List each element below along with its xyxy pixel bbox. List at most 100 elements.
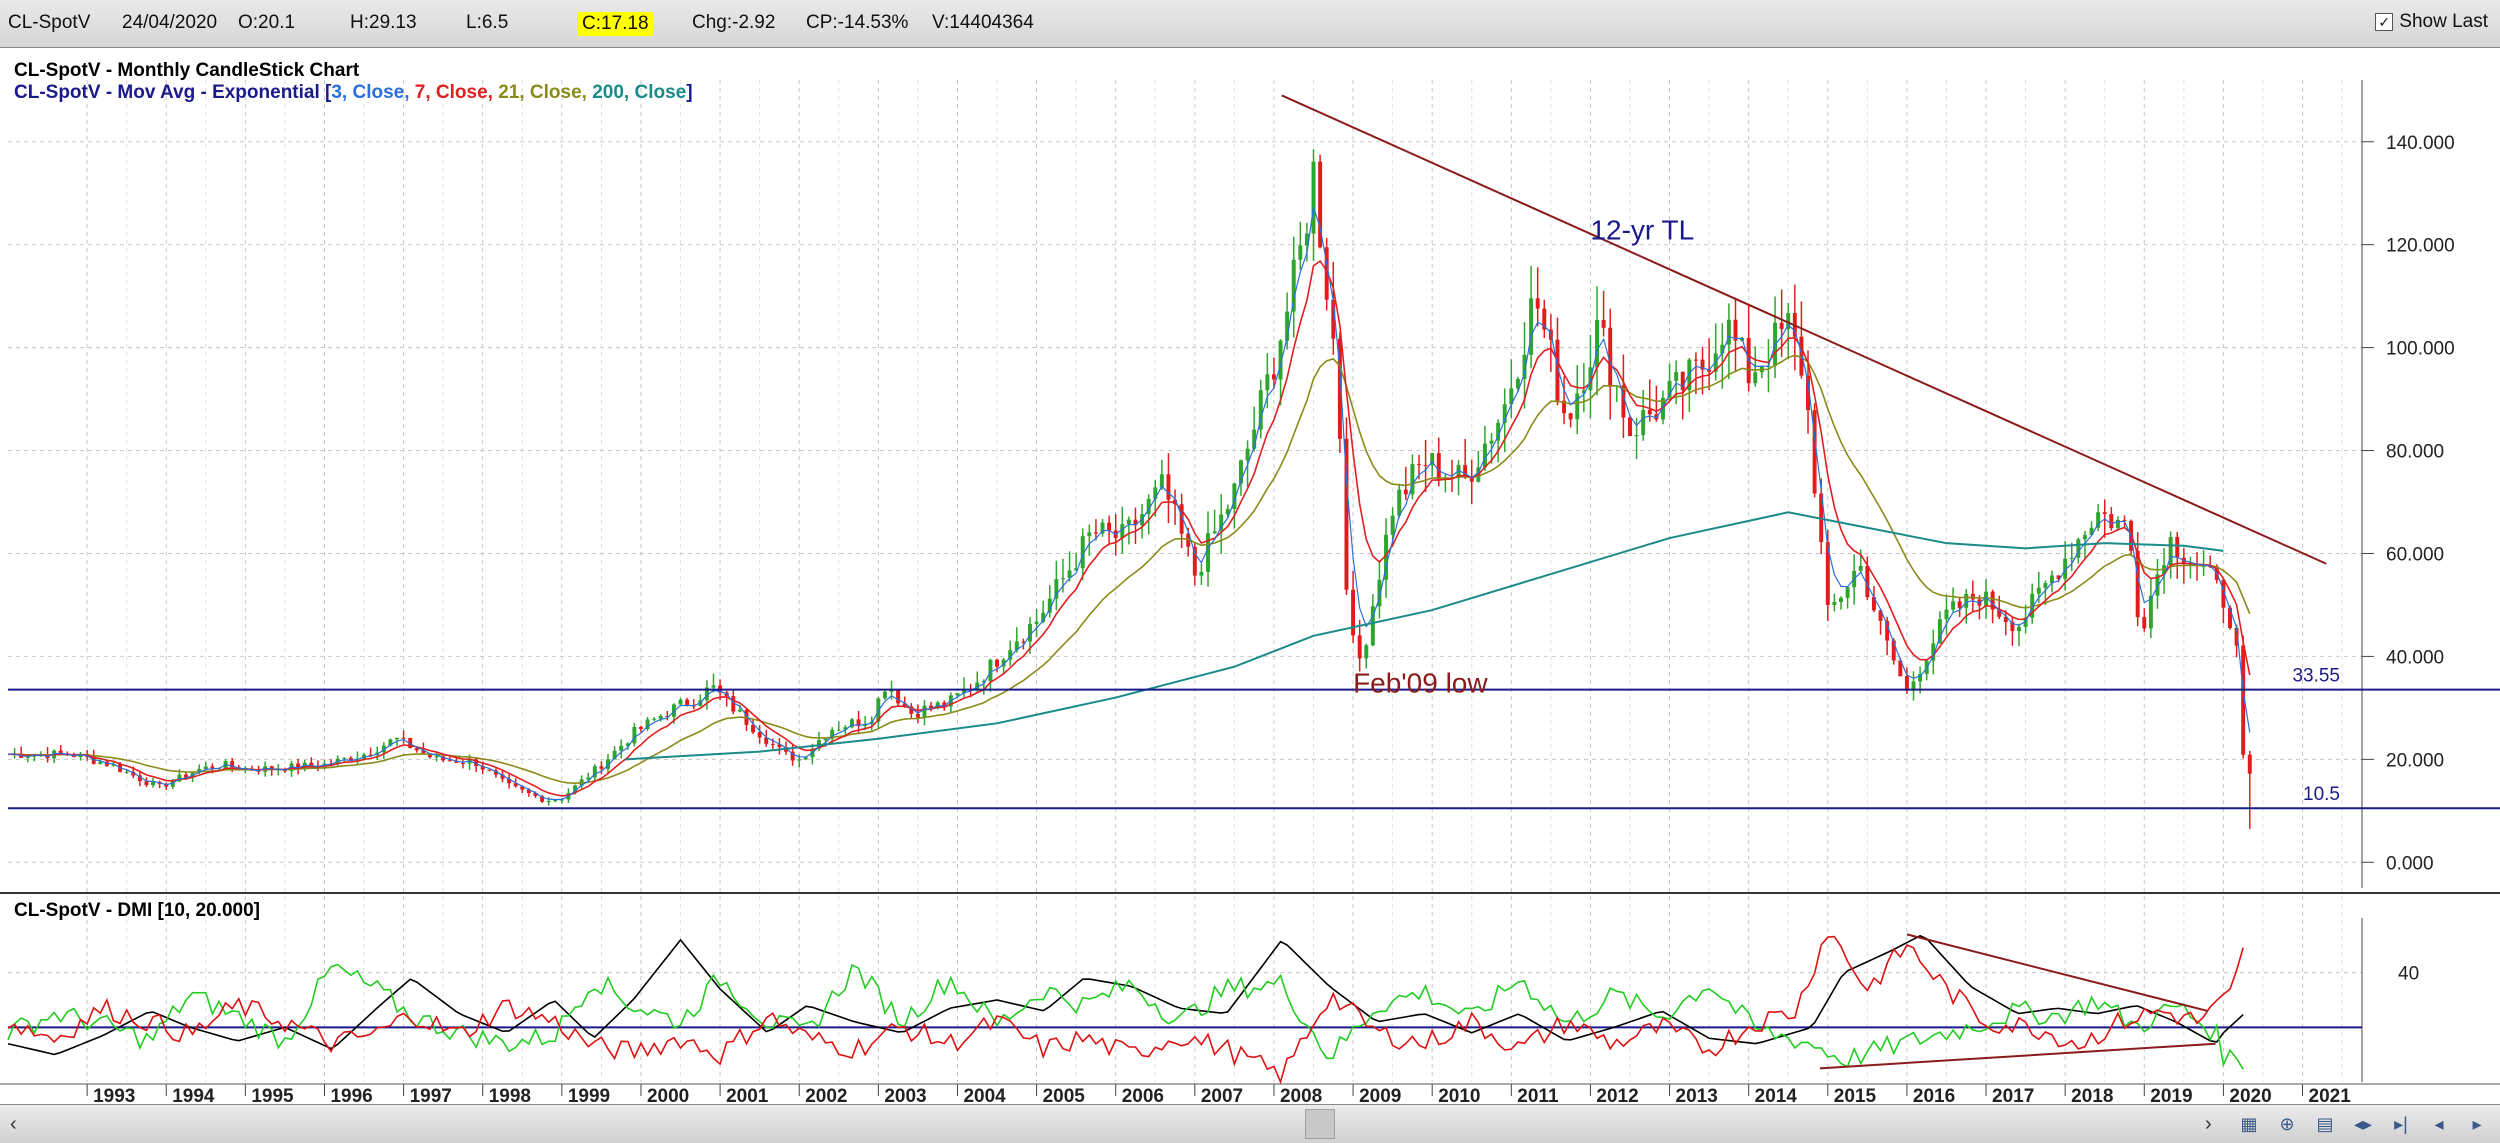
candle-body <box>480 766 485 770</box>
candle-body <box>1707 369 1712 372</box>
candle-body <box>1799 336 1804 376</box>
resistance-trendline <box>1281 94 2327 565</box>
candle-body <box>1463 465 1468 477</box>
candle-body <box>1252 429 1257 449</box>
candle-body <box>1219 514 1224 532</box>
candle-body <box>777 744 782 748</box>
candle-body <box>685 699 690 706</box>
candle-body <box>487 769 492 771</box>
candle-body <box>751 724 756 733</box>
candle-body <box>2069 557 2074 559</box>
ema-legend-suffix: ] <box>686 82 692 103</box>
candle-body <box>1575 393 1580 420</box>
candle-body <box>184 774 189 778</box>
candle-body <box>1199 571 1204 576</box>
dmi-trendline <box>1819 1042 2216 1070</box>
candle-body <box>1937 619 1942 644</box>
calendar-icon[interactable]: ▦ <box>2240 1113 2258 1134</box>
candle-body <box>1845 587 1850 598</box>
print-icon[interactable]: ▤ <box>2316 1113 2334 1134</box>
candle-body <box>1964 593 1969 608</box>
candle-body <box>1555 339 1560 401</box>
candle-body <box>652 718 657 720</box>
chart-area[interactable]: 1993 1994 1995 1996 1997 1998 1999 2000 2001 2002… <box>0 48 2500 1104</box>
candle-body <box>210 766 215 769</box>
candle-body <box>1041 612 1046 622</box>
candle-body <box>1753 372 1758 384</box>
candle-body <box>902 703 907 707</box>
y-tick-label: 100.000 <box>2386 339 2455 360</box>
candle-body <box>1990 591 1995 610</box>
candle-body <box>368 754 373 756</box>
scroll-left-arrow-icon[interactable]: ‹ <box>10 1113 17 1135</box>
candle-body <box>1021 641 1026 643</box>
candle-body <box>1535 298 1540 309</box>
x-tick-label: 2008 <box>1280 1086 1322 1104</box>
chart-svg[interactable]: 1993 1994 1995 1996 1997 1998 1999 2000 2001 2002… <box>0 48 2500 1104</box>
change-label: Chg:-2.92 <box>692 12 776 33</box>
candle-body <box>2096 512 2101 528</box>
candle-body <box>1726 319 1731 345</box>
ema-legend-prefix: CL-SpotV - Mov Avg - Exponential [ <box>14 82 332 103</box>
candle-body <box>170 781 175 787</box>
scroll-bar[interactable]: ‹ › ▦ ⊕ ▤ ◂▸ ▸| ◂ ▸ <box>0 1104 2500 1143</box>
grid-lines <box>8 80 2362 1082</box>
candle-body <box>507 778 512 784</box>
candle-body <box>843 727 848 730</box>
candle-body <box>1384 534 1389 580</box>
candle-body <box>1232 483 1237 509</box>
candle-body <box>645 719 650 729</box>
candle-body <box>1001 659 1006 667</box>
candle-body <box>1285 311 1290 341</box>
ema200-line <box>625 511 2224 761</box>
candle-body <box>2241 645 2246 755</box>
candle-body <box>296 763 301 769</box>
candle-body <box>1008 650 1013 660</box>
candle-body <box>731 696 736 712</box>
candle-body <box>1212 531 1217 534</box>
candle-body <box>111 764 116 766</box>
zoom-icon[interactable]: ⊕ <box>2279 1113 2295 1134</box>
candle-body <box>1601 319 1606 328</box>
fit-icon[interactable]: ◂▸ <box>2353 1113 2373 1134</box>
ema21-line <box>7 354 2251 784</box>
candle-body <box>2089 527 2094 536</box>
candle-body <box>454 760 459 763</box>
step-back-icon[interactable]: ◂ <box>2434 1113 2444 1134</box>
x-tick-label: 2003 <box>884 1086 926 1104</box>
y-tick-label: 80.000 <box>2386 442 2444 463</box>
show-last-checkbox[interactable]: ✓ <box>2375 13 2394 31</box>
candle-body <box>2148 595 2153 629</box>
candle-body <box>1278 340 1283 380</box>
candle-body <box>632 727 637 744</box>
candle-body <box>619 745 624 751</box>
candle-body <box>1080 536 1085 569</box>
goto-end-icon[interactable]: ▸| <box>2394 1113 2408 1134</box>
candle-body <box>1911 681 1916 691</box>
candle-body <box>737 709 742 712</box>
candle-body <box>269 766 274 770</box>
candle-body <box>1647 409 1652 415</box>
quote-header: CL-SpotV 24/04/2020 O:20.1 H:29.13 L:6.5… <box>0 0 2500 48</box>
candle-body <box>1258 390 1263 430</box>
candle-body <box>889 690 894 692</box>
step-forward-icon[interactable]: ▸ <box>2472 1113 2482 1134</box>
candle-body <box>1074 568 1079 571</box>
candle-body <box>2234 627 2239 646</box>
scroll-right-arrow-icon[interactable]: › <box>2205 1113 2212 1135</box>
candle-body <box>395 737 399 740</box>
candle-body <box>1865 565 1870 598</box>
candle-body <box>1397 489 1402 516</box>
candle-body <box>1028 623 1032 642</box>
candle-body <box>553 799 558 802</box>
candle-body <box>348 757 353 762</box>
candle-body <box>1680 372 1685 391</box>
candle-body <box>2043 583 2048 588</box>
show-last-toggle[interactable]: ✓ Show Last <box>2375 11 2488 33</box>
scroll-thumb[interactable] <box>1305 1109 1335 1139</box>
candle-body <box>1060 578 1065 580</box>
candle-body <box>137 775 142 782</box>
candle-body <box>1733 319 1738 341</box>
candle-body <box>513 783 518 787</box>
candle-body <box>151 782 156 786</box>
